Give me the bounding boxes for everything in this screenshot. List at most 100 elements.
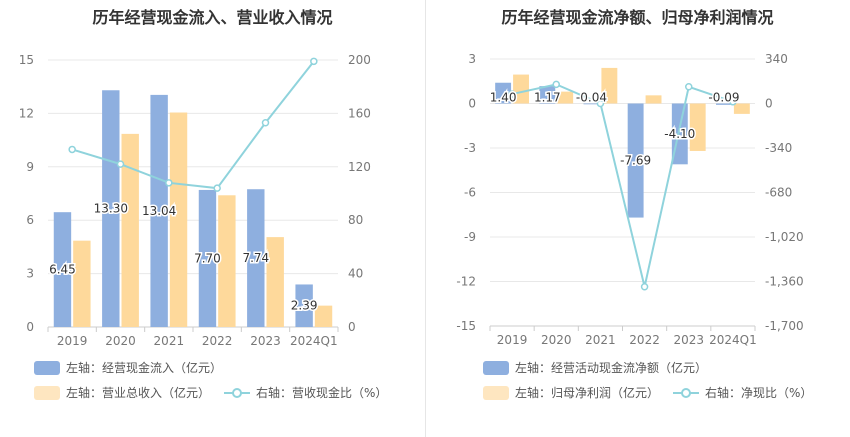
- left-chart-bar-secondary: [314, 305, 333, 327]
- left-chart-left-tick-label: 9: [26, 160, 34, 174]
- right-chart-bar-data-label: -4.10: [664, 127, 695, 141]
- left-chart-bar-secondary: [266, 237, 284, 327]
- right-chart-ratio-line: [511, 83, 734, 287]
- right-legend-net-cash[interactable]: 左轴：经营活动现金流净额（亿元）: [515, 361, 708, 375]
- left-chart-x-tick-label: 2024Q1: [290, 334, 338, 348]
- right-legend-ratio[interactable]: 右轴：净现比（%）: [705, 386, 813, 400]
- left-chart-x-tick-label: 2022: [202, 334, 233, 348]
- right-chart-bar-secondary: [733, 103, 750, 114]
- left-chart-x-tick-label: 2023: [250, 334, 281, 348]
- left-legend-row-2: 左轴：营业总收入（亿元） 右轴：营收现金比（%）: [34, 384, 387, 401]
- left-legend-row-1: 左轴：经营现金流入（亿元）: [34, 359, 222, 376]
- right-chart-bar-secondary: [557, 91, 574, 104]
- left-legend-ratio[interactable]: 右轴：营收现金比（%）: [256, 386, 388, 400]
- right-chart-right-tick-label: -680: [765, 186, 792, 200]
- left-chart-ratio-point: [165, 179, 173, 187]
- left-chart-right-tick-label: 80: [348, 213, 363, 227]
- right-chart-bar-secondary: [645, 95, 662, 104]
- left-chart-bar-primary: [247, 189, 265, 327]
- right-chart-bar-data-label: 1.40: [490, 91, 517, 105]
- right-chart-x-tick-label: 2020: [541, 333, 572, 347]
- right-chart-x-tick-label: 2022: [629, 333, 660, 347]
- left-chart-right-tick-label: 0: [348, 320, 356, 334]
- left-chart-left-tick-label: 3: [26, 267, 34, 281]
- right-chart-bar-primary: [716, 103, 732, 105]
- left-chart-right-tick-label: 160: [348, 106, 371, 120]
- left-legend-revenue[interactable]: 左轴：营业总收入（亿元）: [66, 386, 211, 400]
- right-chart-bar-secondary: [601, 67, 618, 104]
- left-chart-ratio-point: [261, 118, 270, 127]
- right-chart-bar-primary: [539, 86, 556, 104]
- right-chart-bar-primary: [627, 103, 644, 218]
- left-chart-bar-primary: [102, 90, 120, 327]
- right-legend-row-1: 左轴：经营活动现金流净额（亿元）: [483, 359, 707, 376]
- left-chart-ratio-point: [68, 145, 76, 154]
- left-chart-bar-primary: [198, 189, 217, 327]
- left-legend-cash-inflow[interactable]: 左轴：经营现金流入（亿元）: [66, 361, 223, 375]
- left-legend-swatch-ratio: [224, 386, 251, 400]
- left-chart-title: 历年经营现金流入、营业收入情况: [92, 8, 333, 27]
- left-chart-left-tick-label: 12: [19, 106, 34, 120]
- right-chart-bar-primary: [495, 82, 512, 104]
- right-legend-row-2: 左轴：归母净利润（亿元） 右轴：净现比（%）: [483, 384, 812, 401]
- right-chart-bar-data-label: 1.17: [534, 91, 561, 105]
- right-chart-left-tick-label: -6: [464, 186, 476, 200]
- right-legend-swatch-net-profit: [483, 385, 509, 400]
- right-chart-bar-secondary: [513, 74, 529, 104]
- left-chart-right-tick-label: 200: [348, 53, 371, 67]
- left-chart-bar-secondary: [218, 195, 236, 327]
- right-chart-panel: 历年经营现金流净额、归母净利润情况 -15 -12 -9 -6 -3 0 3 -1,700 -1…: [425, 0, 850, 437]
- right-chart-x-tick-label: 2024Q1: [709, 333, 757, 347]
- left-chart-left-tick-label: 15: [19, 53, 34, 67]
- right-chart-bar-data-label: -0.04: [576, 91, 607, 105]
- left-chart-right-tick-label: 120: [348, 160, 371, 174]
- left-chart-svg: 0 3 6 9 12 15 0 40 80 120 160 200 2019 2020 2021 2022 20…: [19, 53, 371, 348]
- left-chart-bar-data-label: 13.30: [94, 202, 128, 216]
- left-chart-bar-secondary: [73, 240, 91, 327]
- right-legend-net-profit[interactable]: 左轴：归母净利润（亿元）: [515, 386, 660, 400]
- left-chart-panel: 历年经营现金流入、营业收入情况 0 3 6 9 12 15 0 40 80 120 160 200 20…: [19, 8, 388, 401]
- left-chart-bar-data-label: 7.74: [242, 251, 269, 265]
- left-chart-bar-data-label: 7.70: [194, 251, 221, 265]
- right-chart-bar-secondary: [689, 103, 706, 151]
- right-chart-x-tick-label: 2019: [497, 333, 528, 347]
- right-chart-ratio-point: [640, 282, 649, 291]
- left-chart-bar-data-label: 2.39: [291, 299, 318, 313]
- right-chart-x-tick-label: 2023: [673, 333, 704, 347]
- right-chart-left-tick-label: -15: [456, 319, 476, 333]
- right-chart-left-tick-label: -3: [464, 141, 476, 155]
- right-chart-bar-primary: [583, 103, 600, 105]
- right-chart-right-tick-label: -1,020: [765, 230, 804, 244]
- right-chart-left-tick-label: -9: [464, 230, 476, 244]
- left-legend-swatch-cash-inflow: [34, 360, 60, 375]
- right-chart-left-tick-label: -12: [456, 275, 476, 289]
- left-chart-ratio-point: [310, 57, 318, 66]
- left-chart-bar-data-label: 13.04: [142, 204, 176, 218]
- left-chart-bar-primary: [295, 284, 313, 327]
- left-chart-bar-secondary: [169, 112, 188, 327]
- left-legend-swatch-revenue: [34, 385, 60, 400]
- left-chart-ratio-point: [213, 184, 221, 192]
- right-chart-left-tick-label: 0: [468, 97, 476, 111]
- right-chart-bar-data-label: -0.09: [708, 91, 739, 105]
- right-legend-swatch-ratio: [673, 386, 700, 400]
- panel-divider: [425, 0, 426, 437]
- right-chart-right-tick-label: 340: [765, 52, 788, 66]
- left-chart-ratio-point: [116, 160, 125, 168]
- left-chart-right-tick-label: 40: [348, 267, 363, 281]
- right-chart-ratio-point: [552, 80, 560, 89]
- right-chart-ratio-point: [508, 90, 516, 98]
- left-chart-left-tick-label: 6: [26, 213, 34, 227]
- left-chart-x-tick-label: 2020: [105, 334, 136, 348]
- left-chart-bar-secondary: [121, 133, 139, 327]
- right-chart-ratio-point: [729, 98, 737, 106]
- right-legend-swatch-net-cash: [483, 360, 509, 375]
- right-chart-ratio-point: [685, 82, 693, 91]
- right-chart-svg: -15 -12 -9 -6 -3 0 3 -1,700 -1,360 -1,020 -680 -340…: [456, 52, 804, 347]
- right-chart-right-tick-label: 0: [765, 97, 773, 111]
- left-chart-ratio-line: [71, 60, 315, 190]
- right-chart-right-tick-label: -1,360: [765, 275, 804, 289]
- right-chart-x-tick-label: 2021: [585, 333, 616, 347]
- left-chart-left-tick-label: 0: [26, 320, 34, 334]
- right-chart-title: 历年经营现金流净额、归母净利润情况: [501, 8, 774, 27]
